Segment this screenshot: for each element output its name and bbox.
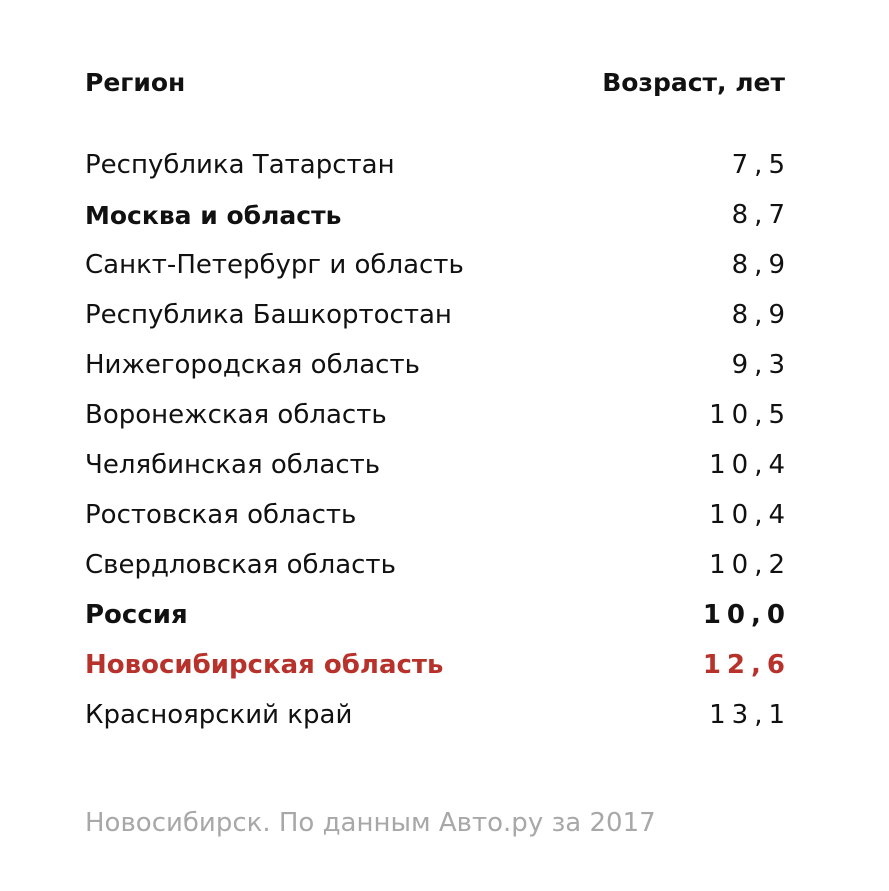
age-value: 10,2 (709, 550, 791, 580)
region-name: Санкт-Петербург и область (85, 250, 464, 280)
table-row: Республика Башкортостан 8,9 (85, 290, 785, 340)
table-row: Ростовская область 10,4 (85, 490, 785, 540)
age-value: 10,4 (709, 450, 791, 480)
table-body: Республика Татарстан 7,5 Москва и област… (85, 140, 785, 740)
region-name: Москва и область (85, 200, 342, 230)
region-name: Республика Татарстан (85, 150, 395, 180)
region-name: Челябинская область (85, 450, 381, 480)
table-row-total: Россия 10,0 (85, 590, 785, 640)
table-row: Республика Татарстан 7,5 (85, 140, 785, 190)
region-name: Красноярский край (85, 700, 353, 730)
age-value: 7,5 (731, 150, 791, 180)
age-value: 13,1 (709, 700, 791, 730)
table-header: Регион Возраст, лет (85, 60, 785, 104)
table-row: Челябинская область 10,4 (85, 440, 785, 490)
region-name: Россия (85, 600, 188, 630)
header-region: Регион (85, 67, 186, 97)
age-value: 10,5 (709, 400, 791, 430)
table-row: Нижегородская область 9,3 (85, 340, 785, 390)
age-value: 12,6 (702, 650, 791, 680)
region-name: Ростовская область (85, 500, 357, 530)
region-age-table: Регион Возраст, лет Республика Татарстан… (85, 60, 785, 740)
age-value: 8,9 (731, 250, 791, 280)
age-value: 10,4 (709, 500, 791, 530)
region-name: Новосибирская область (85, 650, 444, 680)
age-value: 9,3 (731, 350, 791, 380)
table-row: Москва и область 8,7 (85, 190, 785, 240)
header-age: Возраст, лет (602, 67, 785, 97)
table-row: Красноярский край 13,1 (85, 690, 785, 740)
age-value: 8,9 (731, 300, 791, 330)
table-row-highlighted: Новосибирская область 12,6 (85, 640, 785, 690)
region-name: Свердловская область (85, 550, 396, 580)
table-row: Воронежская область 10,5 (85, 390, 785, 440)
source-note: Новосибирск. По данным Авто.ру за 2017 (85, 808, 656, 838)
age-value: 8,7 (731, 200, 791, 230)
age-value: 10,0 (702, 600, 791, 630)
region-name: Воронежская область (85, 400, 387, 430)
table-row: Свердловская область 10,2 (85, 540, 785, 590)
region-name: Нижегородская область (85, 350, 420, 380)
region-name: Республика Башкортостан (85, 300, 452, 330)
table-row: Санкт-Петербург и область 8,9 (85, 240, 785, 290)
